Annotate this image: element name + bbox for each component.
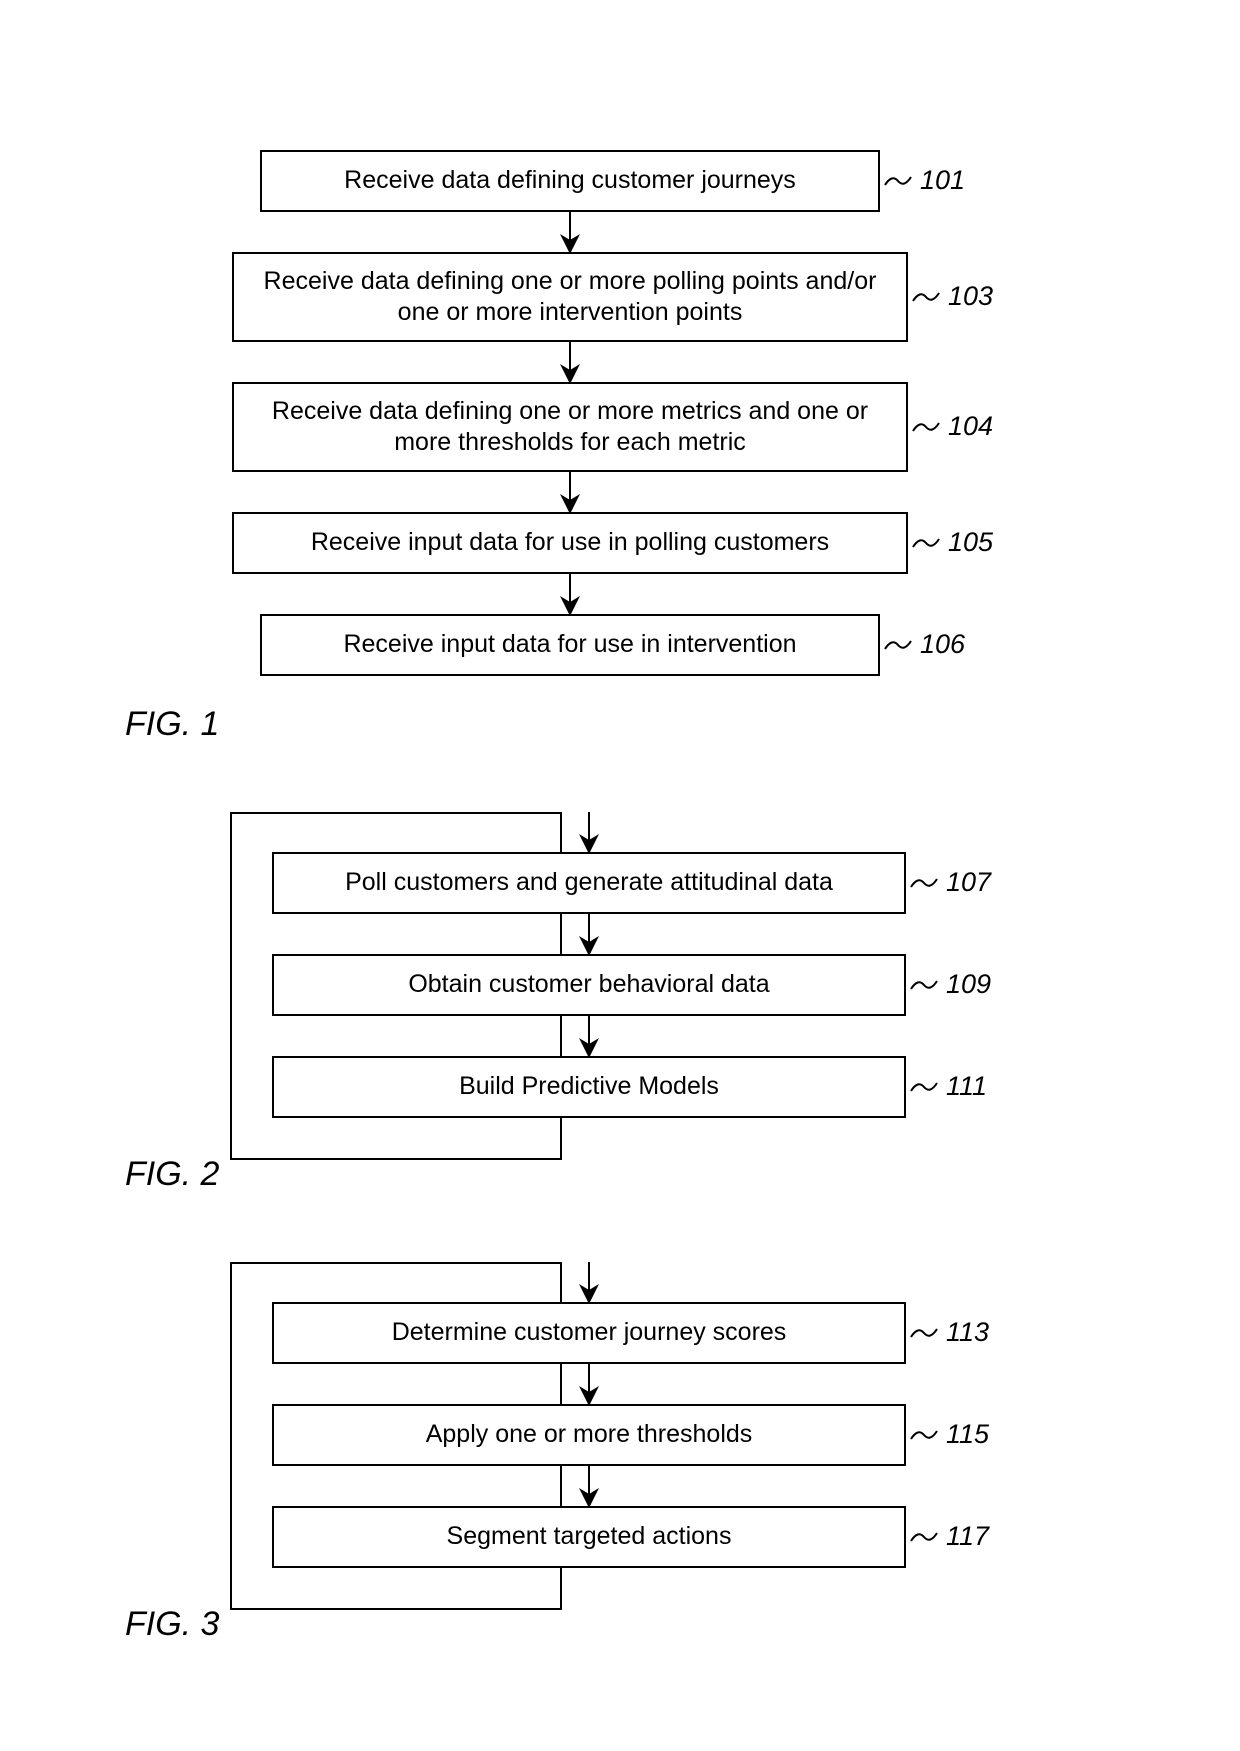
figure-label-2: FIG. 2 [125,1155,219,1194]
step-box-101: Receive data defining customer journeys [260,150,880,212]
step-box-106: Receive input data for use in interventi… [260,614,880,676]
step-text: Poll customers and generate attitudinal … [345,867,833,898]
ref-label-107: 107 [946,867,991,898]
step-box-117: Segment targeted actions [272,1506,906,1568]
step-box-104: Receive data defining one or more metric… [232,382,908,472]
step-text: Receive data defining customer journeys [344,165,796,196]
step-text: Segment targeted actions [447,1521,732,1552]
step-box-105: Receive input data for use in polling cu… [232,512,908,574]
ref-label-105: 105 [948,527,993,558]
step-text: Build Predictive Models [459,1071,719,1102]
ref-label-113: 113 [946,1317,989,1348]
ref-label-106: 106 [920,629,965,660]
step-text: Apply one or more thresholds [426,1419,753,1450]
step-text: Receive data defining one or more pollin… [246,266,894,329]
step-box-109: Obtain customer behavioral data [272,954,906,1016]
diagram-canvas: Receive data defining customer journeys … [0,0,1240,1751]
step-text: Receive input data for use in interventi… [343,629,796,660]
step-box-103: Receive data defining one or more pollin… [232,252,908,342]
ref-label-115: 115 [946,1419,989,1450]
step-text: Receive input data for use in polling cu… [311,527,829,558]
ref-label-101: 101 [920,165,965,196]
step-box-107: Poll customers and generate attitudinal … [272,852,906,914]
ref-label-103: 103 [948,281,993,312]
ref-label-109: 109 [946,969,991,1000]
ref-label-111: 111 [946,1071,987,1102]
figure-label-1: FIG. 1 [125,705,219,744]
figure-label-3: FIG. 3 [125,1605,219,1644]
ref-label-117: 117 [946,1521,989,1552]
step-box-115: Apply one or more thresholds [272,1404,906,1466]
step-text: Obtain customer behavioral data [408,969,769,1000]
ref-label-104: 104 [948,411,993,442]
step-text: Receive data defining one or more metric… [246,396,894,459]
step-box-111: Build Predictive Models [272,1056,906,1118]
step-box-113: Determine customer journey scores [272,1302,906,1364]
step-text: Determine customer journey scores [392,1317,787,1348]
